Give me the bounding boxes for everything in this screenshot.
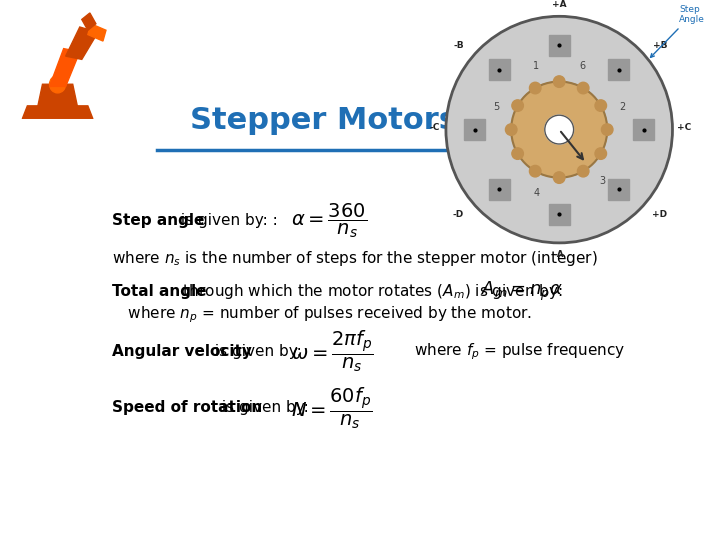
Circle shape [595, 100, 606, 111]
Text: 5: 5 [493, 102, 499, 112]
Text: Angular velocity: Angular velocity [112, 344, 252, 359]
Text: $N = \dfrac{60 f_p}{n_s}$: $N = \dfrac{60 f_p}{n_s}$ [291, 385, 372, 430]
Text: $A_m = n_p\alpha$: $A_m = n_p\alpha$ [481, 280, 562, 303]
Polygon shape [88, 24, 106, 41]
Circle shape [505, 124, 517, 136]
Text: +D: +D [652, 210, 667, 219]
Bar [549, 35, 570, 56]
Text: $\omega = \dfrac{2\pi f_p}{n_s}$: $\omega = \dfrac{2\pi f_p}{n_s}$ [291, 329, 374, 374]
Circle shape [512, 100, 523, 111]
Polygon shape [50, 49, 80, 86]
Text: Speed of rotation: Speed of rotation [112, 400, 263, 415]
Bar [464, 119, 485, 140]
Text: +A: +A [552, 1, 567, 9]
Text: through which the motor rotates ($A_m$) is given by:: through which the motor rotates ($A_m$) … [178, 282, 563, 301]
Circle shape [601, 124, 613, 136]
Text: 6: 6 [579, 62, 585, 71]
Text: $\alpha = \dfrac{360}{n_s}$: $\alpha = \dfrac{360}{n_s}$ [291, 201, 367, 240]
Text: +B: +B [653, 40, 667, 50]
Text: where $n_p$ = number of pulses received by the motor.: where $n_p$ = number of pulses received … [124, 304, 532, 325]
Polygon shape [22, 106, 93, 119]
Circle shape [446, 16, 672, 243]
Text: is given by:: is given by: [217, 400, 309, 415]
Text: where $f_p$ = pulse frequency: where $f_p$ = pulse frequency [413, 341, 625, 362]
Circle shape [554, 76, 565, 87]
Circle shape [512, 148, 523, 159]
Circle shape [577, 82, 589, 94]
Polygon shape [37, 84, 78, 108]
Circle shape [511, 82, 607, 178]
Text: +C: +C [677, 123, 691, 132]
Text: is given by:: is given by: [210, 344, 302, 359]
Circle shape [577, 165, 589, 177]
Circle shape [529, 82, 541, 94]
Text: where $n_s$ is the number of steps for the stepper motor (integer): where $n_s$ is the number of steps for t… [112, 248, 598, 268]
Bar [489, 179, 510, 200]
Circle shape [554, 172, 565, 184]
Text: -B: -B [453, 40, 464, 50]
Text: Stepper Motors: Stepper Motors [190, 106, 457, 136]
Text: 4: 4 [533, 188, 539, 198]
Polygon shape [66, 27, 98, 59]
Bar [608, 59, 629, 80]
Text: is given by: :: is given by: : [176, 213, 283, 228]
Circle shape [545, 115, 574, 144]
Text: Step
Angle: Step Angle [651, 5, 705, 57]
Text: 2: 2 [619, 102, 626, 112]
Text: -D: -D [453, 210, 464, 219]
Text: Total angle: Total angle [112, 284, 207, 299]
Text: Step angle: Step angle [112, 213, 204, 228]
Text: 3: 3 [599, 176, 606, 186]
Circle shape [50, 76, 66, 93]
Circle shape [595, 148, 606, 159]
Bar [549, 204, 570, 225]
Bar [608, 179, 629, 200]
Text: -C: -C [429, 123, 440, 132]
Circle shape [529, 165, 541, 177]
Text: -A: -A [554, 250, 564, 259]
Polygon shape [82, 13, 96, 30]
Bar [633, 119, 654, 140]
Bar [489, 59, 510, 80]
Text: 1: 1 [533, 62, 539, 71]
